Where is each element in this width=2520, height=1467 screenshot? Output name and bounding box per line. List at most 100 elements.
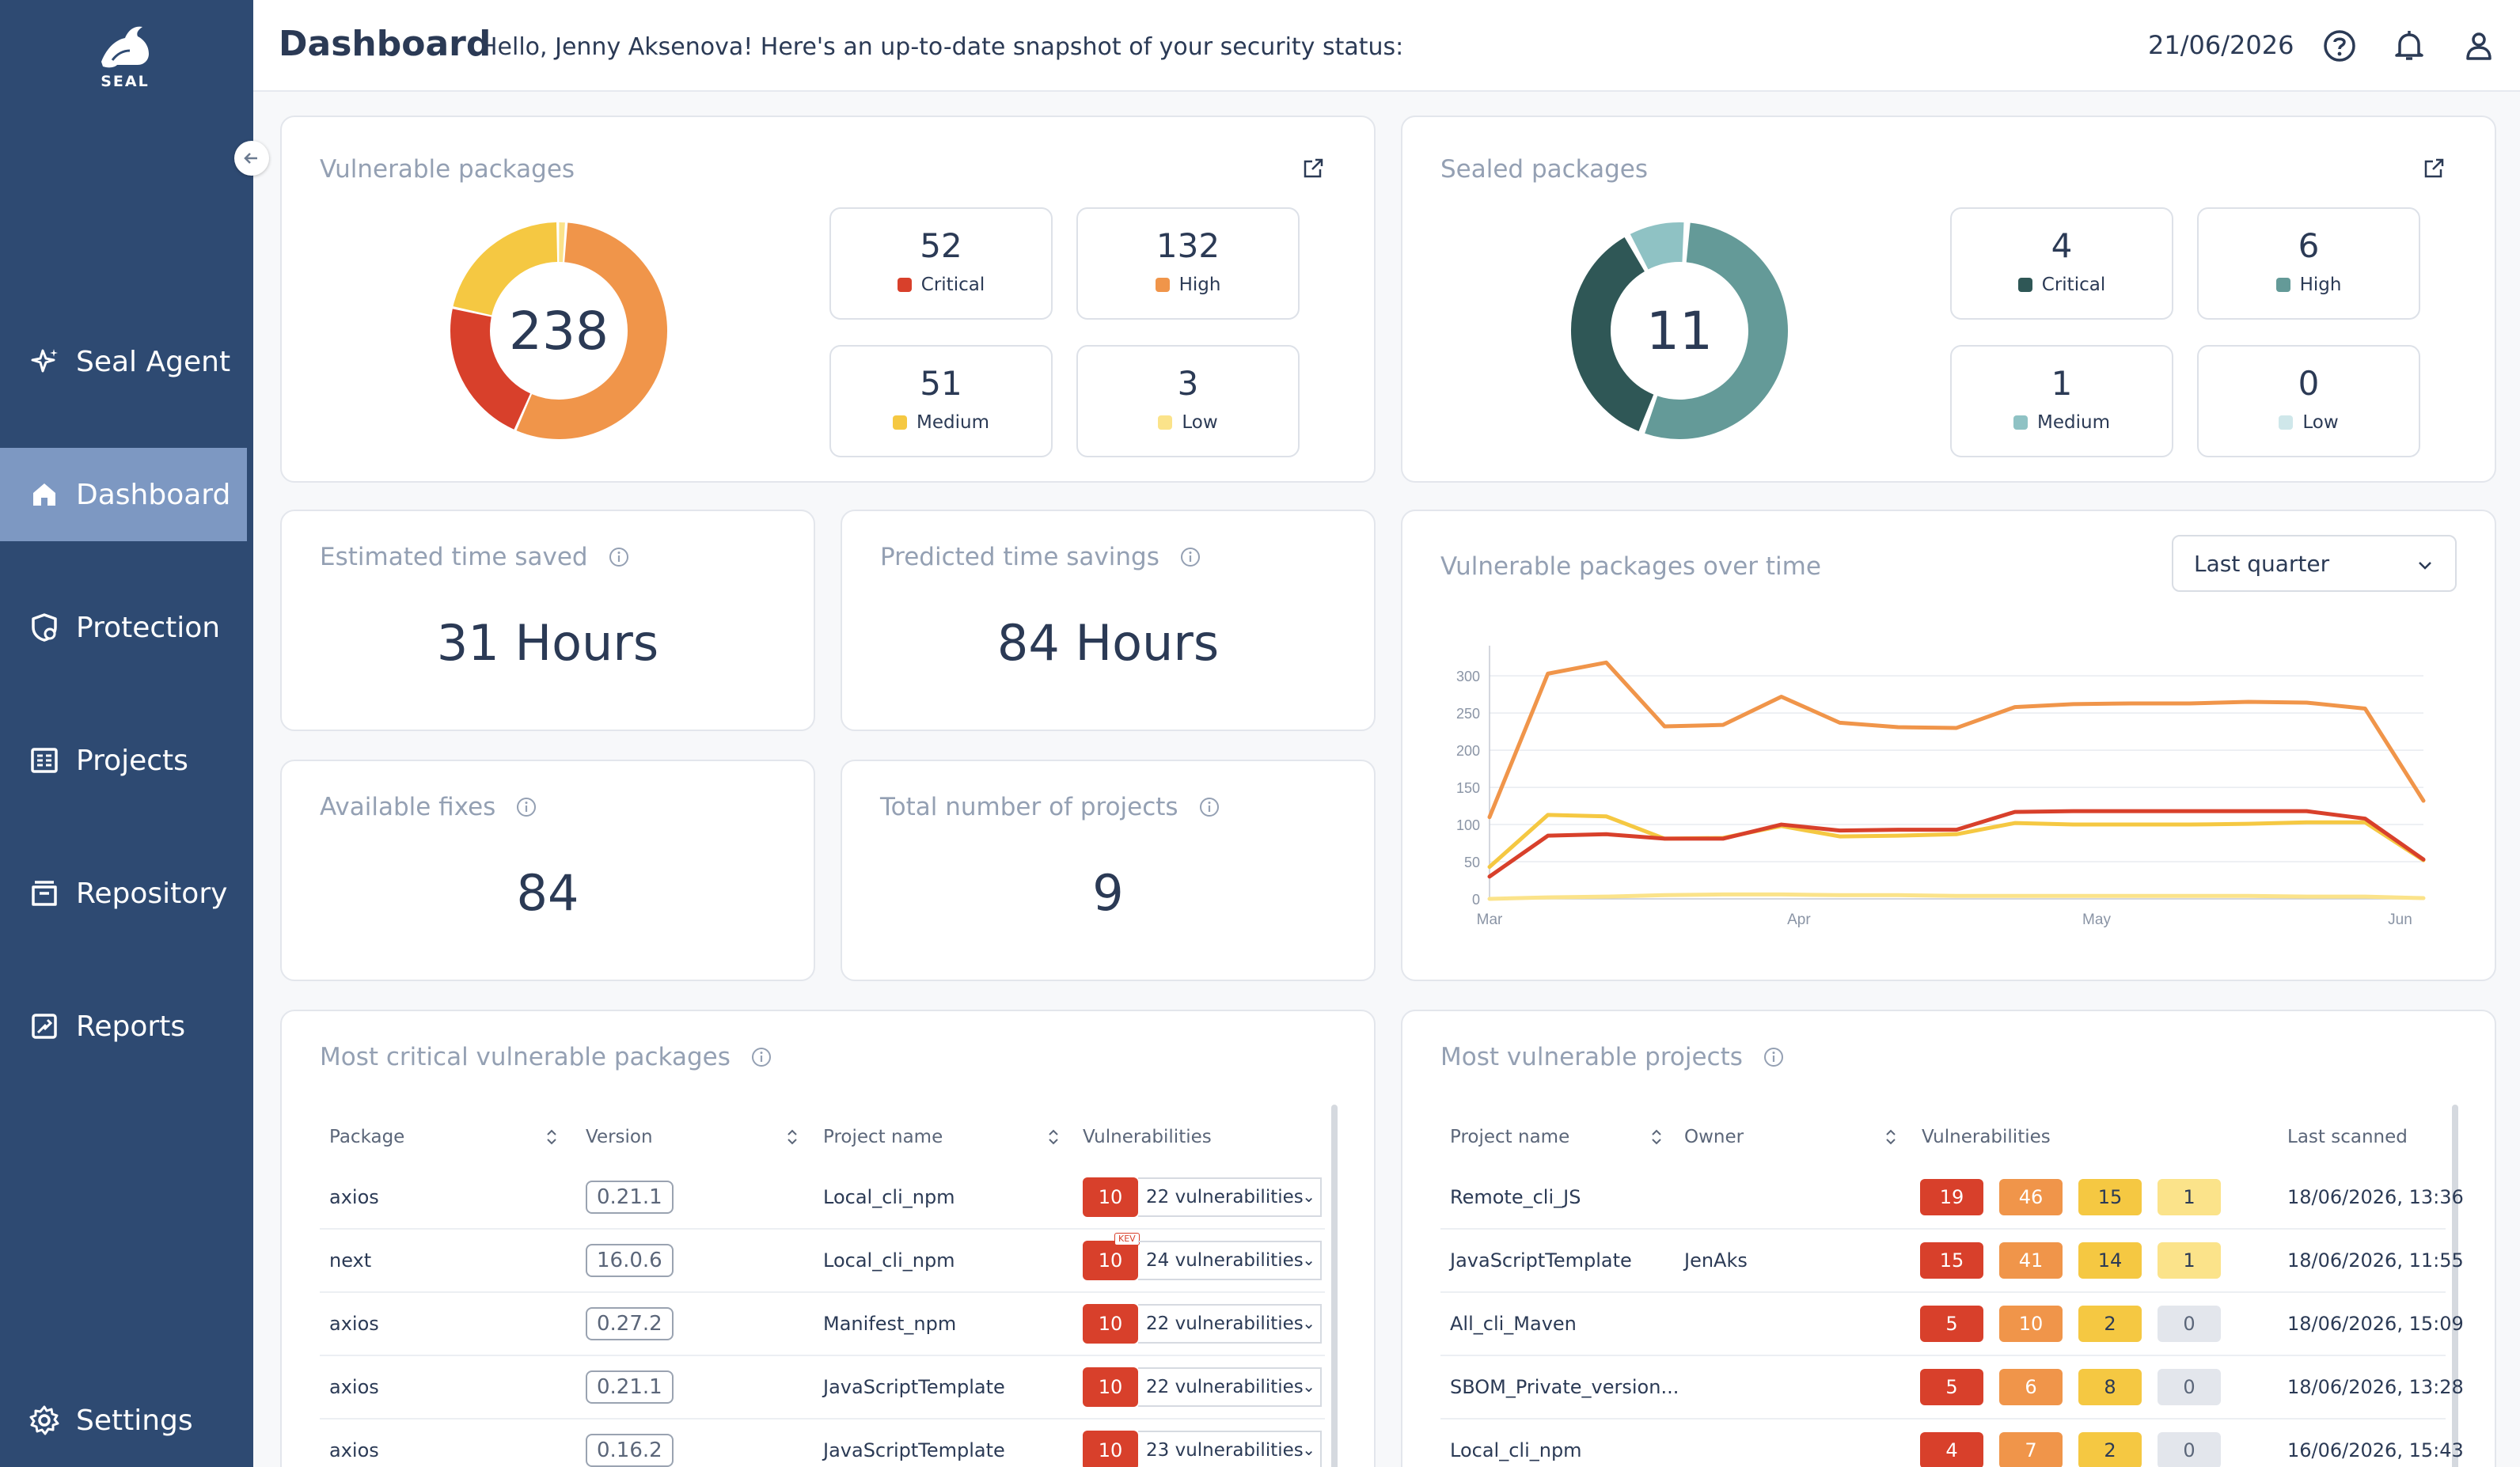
- column-header-package[interactable]: Package: [329, 1127, 559, 1147]
- column-label: Vulnerabilities: [1083, 1127, 1212, 1147]
- project-name-text: SBOM_Private_version...: [1450, 1376, 1679, 1398]
- last-scanned-text: 18/06/2026, 15:09: [2287, 1313, 2464, 1335]
- series-low-line[interactable]: [1487, 892, 2426, 901]
- vulnerabilities-dropdown[interactable]: 24 vulnerabilities ⌄: [1138, 1241, 1322, 1280]
- sidebar-item-projects[interactable]: Projects: [0, 714, 253, 807]
- vulnerabilities-dropdown[interactable]: 23 vulnerabilities ⌄: [1138, 1431, 1322, 1467]
- donut-segment-high[interactable]: [1645, 222, 1788, 439]
- table-row[interactable]: axios 0.16.2 JavaScriptTemplate 10 23 vu…: [320, 1420, 1325, 1467]
- stat-critical[interactable]: 52 Critical: [829, 207, 1053, 320]
- table-row[interactable]: axios 0.27.2 Manifest_npm 10 22 vulnerab…: [320, 1293, 1325, 1356]
- info-icon[interactable]: [751, 1047, 772, 1067]
- table-row[interactable]: axios 0.21.1 Local_cli_npm 10 22 vulnera…: [320, 1166, 1325, 1230]
- low-dot: [1158, 415, 1173, 430]
- info-icon[interactable]: [609, 547, 629, 567]
- total-projects-value: 9: [1092, 864, 1124, 922]
- donut-segment-medium[interactable]: [1630, 222, 1684, 270]
- predicted-savings-card: Predicted time savings 84 Hours: [841, 510, 1376, 731]
- column-label: Last scanned: [2287, 1127, 2408, 1147]
- badge-count: 2: [2104, 1439, 2116, 1461]
- sidebar-item-repository[interactable]: Repository: [0, 847, 253, 940]
- vulnerabilities-dropdown[interactable]: 22 vulnerabilities ⌄: [1138, 1367, 1322, 1407]
- stat-high[interactable]: 6 High: [2197, 207, 2420, 320]
- collapse-sidebar-button[interactable]: [234, 141, 269, 176]
- sidebar-item-seal-agent[interactable]: Seal Agent: [0, 315, 253, 408]
- help-icon[interactable]: [2321, 27, 2359, 65]
- card-title: Most vulnerable projects: [1440, 1043, 1743, 1071]
- badge-count: 6: [2025, 1376, 2037, 1398]
- table-row[interactable]: next 16.0.6 Local_cli_npm 10 KEV 24 vulne…: [320, 1230, 1325, 1293]
- time-range-dropdown[interactable]: Last quarter: [2172, 535, 2457, 592]
- y-tick-label: 100: [1456, 817, 1480, 833]
- series-critical-line[interactable]: [1487, 809, 2426, 879]
- bell-icon[interactable]: [2390, 27, 2428, 65]
- external-link-icon[interactable]: [1301, 157, 1325, 180]
- version-tag: 16.0.6: [586, 1244, 674, 1277]
- badge-count: 0: [2183, 1439, 2196, 1461]
- stat-low[interactable]: 3 Low: [1076, 345, 1300, 457]
- table-scrollbar[interactable]: [1331, 1105, 1338, 1467]
- package-name-text: next: [329, 1249, 372, 1272]
- vulnerabilities-dropdown[interactable]: 22 vulnerabilities ⌄: [1138, 1177, 1322, 1217]
- info-icon[interactable]: [1763, 1047, 1784, 1067]
- vulnerabilities-dropdown[interactable]: 22 vulnerabilities ⌄: [1138, 1304, 1322, 1344]
- sidebar-item-settings[interactable]: Settings: [0, 1374, 253, 1467]
- badge-count: 10: [1098, 1439, 1123, 1461]
- sparkle-star-icon: [31, 349, 58, 373]
- table-scrollbar[interactable]: [2452, 1105, 2458, 1467]
- donut-segment-medium[interactable]: [453, 222, 558, 317]
- severity-count-badge: 8: [2078, 1369, 2142, 1405]
- sidebar-item-reports[interactable]: Reports: [0, 980, 253, 1073]
- series-medium-line[interactable]: [1487, 813, 2426, 870]
- stat-label: Medium: [2037, 412, 2110, 433]
- chevron-down-icon: ⌄: [1302, 1313, 1315, 1332]
- column-header-vulnerabilities: Vulnerabilities: [1083, 1127, 1212, 1147]
- column-label: Version: [586, 1127, 653, 1147]
- stat-low[interactable]: 0 Low: [2197, 345, 2420, 457]
- table-row[interactable]: axios 0.21.1 JavaScriptTemplate 10 22 vu…: [320, 1356, 1325, 1420]
- severity-badges: 5 10 2 0: [1920, 1293, 2237, 1355]
- high-dot: [1155, 278, 1170, 292]
- stat-high[interactable]: 132 High: [1076, 207, 1300, 320]
- seal-logo[interactable]: SEAL: [89, 22, 161, 93]
- info-icon[interactable]: [1180, 547, 1201, 567]
- package-name-text: axios: [329, 1186, 379, 1208]
- donut-segment-high[interactable]: [516, 222, 667, 439]
- column-header-owner[interactable]: Owner: [1684, 1127, 1898, 1147]
- table-row[interactable]: SBOM_Private_version... 5 6 8 0 18/06/2026,…: [1440, 1356, 2464, 1420]
- column-header-project-name[interactable]: Project name: [1450, 1127, 1664, 1147]
- stat-medium[interactable]: 1 Medium: [1950, 345, 2173, 457]
- user-icon[interactable]: [2460, 27, 2498, 65]
- sort-icon: [1049, 1129, 1058, 1145]
- column-header-version[interactable]: Version: [586, 1127, 799, 1147]
- sidebar-item-label: Projects: [76, 744, 188, 777]
- sidebar-item-dashboard[interactable]: Dashboard: [0, 448, 247, 541]
- donut-segment-critical[interactable]: [1571, 237, 1654, 431]
- table-row[interactable]: All_cli_Maven 5 10 2 0 18/06/2026, 15:09: [1440, 1293, 2464, 1356]
- badge-count: 19: [1939, 1186, 1964, 1208]
- column-header-project-name[interactable]: Project name: [823, 1127, 1061, 1147]
- sidebar-item-label: Repository: [76, 877, 228, 910]
- project-name-text: JavaScriptTemplate: [823, 1439, 1005, 1461]
- badge-count: 0: [2183, 1313, 2196, 1335]
- vulnerable-over-time-card: Vulnerable packages over time 0 50 100 150 2…: [1401, 510, 2496, 981]
- info-icon[interactable]: [1199, 797, 1220, 817]
- stat-medium[interactable]: 51 Medium: [829, 345, 1053, 457]
- sidebar: SEAL Seal Agent Dashboard Protection Pro…: [0, 0, 253, 1467]
- info-icon[interactable]: [516, 797, 537, 817]
- greeting-text: Hello, Jenny Aksenova! Here's an up-to-d…: [480, 33, 1404, 61]
- projects-icon: [31, 748, 58, 773]
- severity-count-badge: 15: [1920, 1242, 1983, 1279]
- stat-critical[interactable]: 4 Critical: [1950, 207, 2173, 320]
- table-row[interactable]: JavaScriptTemplate JenAks 15 41 14 1 18/06/…: [1440, 1230, 2464, 1293]
- sidebar-item-protection[interactable]: Protection: [0, 581, 253, 674]
- donut-segment-critical[interactable]: [450, 309, 531, 430]
- project-name-text: Local_cli_npm: [1450, 1439, 1582, 1461]
- external-link-icon[interactable]: [2422, 157, 2446, 180]
- series-high-line[interactable]: [1487, 660, 2426, 820]
- vulnerabilities-cell: 10 23 vulnerabilities ⌄: [1083, 1420, 1322, 1467]
- vulnerabilities-text: 22 vulnerabilities: [1146, 1377, 1304, 1397]
- table-row[interactable]: Local_cli_npm 4 7 2 0 16/06/2026, 15:43: [1440, 1420, 2464, 1467]
- badge-count: 5: [1945, 1313, 1958, 1335]
- table-row[interactable]: Remote_cli_JS 19 46 15 1 18/06/2026, 13:36: [1440, 1166, 2464, 1230]
